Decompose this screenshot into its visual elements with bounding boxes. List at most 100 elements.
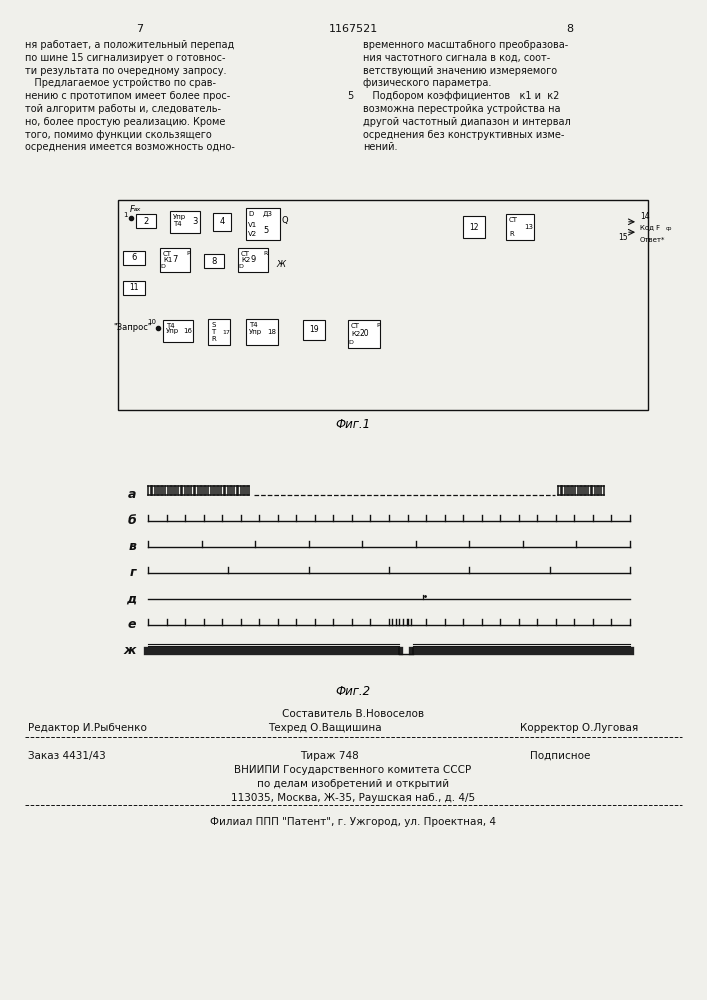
Text: СТ: СТ bbox=[351, 323, 360, 329]
Text: ветствующий значению измеряемого: ветствующий значению измеряемого bbox=[363, 66, 557, 76]
Text: 1: 1 bbox=[124, 212, 128, 218]
Bar bbox=[303, 320, 325, 340]
Text: 16: 16 bbox=[184, 328, 192, 334]
Text: другой частотный диапазон и интервал: другой частотный диапазон и интервал bbox=[363, 117, 571, 127]
Text: 2: 2 bbox=[144, 217, 148, 226]
Text: Д3: Д3 bbox=[263, 211, 273, 217]
Bar bbox=[136, 214, 156, 228]
Text: 15: 15 bbox=[618, 233, 628, 242]
Text: К2: К2 bbox=[351, 331, 361, 337]
Text: Код F: Код F bbox=[640, 224, 660, 230]
Text: СТ: СТ bbox=[509, 217, 518, 223]
Bar bbox=[118, 200, 648, 410]
Text: 5: 5 bbox=[347, 91, 353, 101]
Text: Предлагаемое устройство по срав-: Предлагаемое устройство по срав- bbox=[25, 78, 216, 88]
Text: 5: 5 bbox=[264, 226, 269, 235]
Text: Фиг.2: Фиг.2 bbox=[335, 685, 370, 698]
Text: 13: 13 bbox=[525, 224, 534, 230]
Text: Упр: Упр bbox=[173, 214, 186, 220]
Text: Т4: Т4 bbox=[166, 323, 175, 329]
Text: V2: V2 bbox=[248, 231, 257, 237]
Text: Корректор О.Луговая: Корректор О.Луговая bbox=[520, 723, 638, 733]
Text: R: R bbox=[264, 251, 268, 256]
Text: 3: 3 bbox=[192, 218, 198, 227]
Text: в: в bbox=[128, 540, 136, 554]
Bar bbox=[123, 281, 145, 295]
Bar bbox=[213, 213, 231, 231]
Bar bbox=[123, 251, 145, 265]
Text: Т4: Т4 bbox=[173, 221, 182, 227]
Text: ВНИИПИ Государственного комитета СССР: ВНИИПИ Государственного комитета СССР bbox=[235, 765, 472, 775]
Text: S: S bbox=[211, 322, 216, 328]
Text: д: д bbox=[126, 592, 136, 605]
Text: Q: Q bbox=[282, 216, 288, 225]
Text: Тираж 748: Тираж 748 bbox=[300, 751, 358, 761]
Text: Заказ 4431/43: Заказ 4431/43 bbox=[28, 751, 106, 761]
Text: осреднения имеется возможность одно-: осреднения имеется возможность одно- bbox=[25, 142, 235, 152]
Text: Составитель В.Новоселов: Составитель В.Новоселов bbox=[282, 709, 424, 719]
Text: 113035, Москва, Ж-35, Раушская наб., д. 4/5: 113035, Москва, Ж-35, Раушская наб., д. … bbox=[231, 793, 475, 803]
Text: нений.: нений. bbox=[363, 142, 397, 152]
Text: D: D bbox=[238, 264, 243, 269]
Text: нению с прототипом имеет более прос-: нению с прототипом имеет более прос- bbox=[25, 91, 230, 101]
Text: R: R bbox=[211, 336, 216, 342]
Text: ж: ж bbox=[124, 645, 136, 658]
Bar bbox=[204, 254, 224, 268]
Text: б: б bbox=[127, 514, 136, 528]
Text: временного масштабного преобразова-: временного масштабного преобразова- bbox=[363, 40, 568, 50]
Bar bbox=[348, 320, 380, 348]
Bar bbox=[163, 320, 193, 342]
Bar bbox=[170, 211, 200, 233]
Text: е: е bbox=[127, 618, 136, 632]
Bar bbox=[160, 248, 190, 272]
Text: Техред О.Ващишина: Техред О.Ващишина bbox=[268, 723, 382, 733]
Text: ср: ср bbox=[666, 226, 672, 231]
Text: 6: 6 bbox=[132, 253, 136, 262]
Text: 11: 11 bbox=[129, 284, 139, 292]
Text: СТ: СТ bbox=[241, 251, 250, 257]
Bar bbox=[208, 319, 230, 345]
Text: P: P bbox=[376, 323, 380, 328]
Text: но, более простую реализацию. Кроме: но, более простую реализацию. Кроме bbox=[25, 117, 226, 127]
Text: Фиг.1: Фиг.1 bbox=[335, 418, 370, 431]
Text: ня работает, а положительный перепад: ня работает, а положительный перепад bbox=[25, 40, 234, 50]
Text: 7: 7 bbox=[136, 24, 144, 34]
Text: физического параметра.: физического параметра. bbox=[363, 78, 491, 88]
Text: D: D bbox=[248, 211, 253, 217]
Text: 1167521: 1167521 bbox=[328, 24, 378, 34]
Bar bbox=[506, 214, 534, 240]
Text: ния частотного сигнала в код, соот-: ния частотного сигнала в код, соот- bbox=[363, 53, 550, 63]
Text: 9: 9 bbox=[250, 255, 256, 264]
Text: 8: 8 bbox=[566, 24, 573, 34]
Text: 19: 19 bbox=[309, 326, 319, 334]
Text: Подбором коэффициентов   к1 и  к2: Подбором коэффициентов к1 и к2 bbox=[363, 91, 559, 101]
Text: г: г bbox=[129, 566, 136, 580]
Text: 10: 10 bbox=[147, 319, 156, 325]
Text: К1: К1 bbox=[163, 257, 173, 263]
Text: R: R bbox=[509, 231, 514, 237]
Text: V1: V1 bbox=[248, 222, 257, 228]
Text: 7: 7 bbox=[173, 255, 177, 264]
Text: К2: К2 bbox=[241, 257, 250, 263]
Text: "Запрос": "Запрос" bbox=[113, 324, 151, 332]
Text: Редактор И.Рыбченко: Редактор И.Рыбченко bbox=[28, 723, 147, 733]
Text: 12: 12 bbox=[469, 223, 479, 232]
Text: F: F bbox=[130, 205, 135, 214]
Bar bbox=[463, 216, 485, 238]
Text: Упр: Упр bbox=[249, 329, 262, 335]
Text: 17: 17 bbox=[222, 330, 230, 334]
Bar bbox=[246, 208, 280, 240]
Text: по делам изобретений и открытий: по делам изобретений и открытий bbox=[257, 779, 449, 789]
Text: 20: 20 bbox=[359, 330, 369, 338]
Text: Подписное: Подписное bbox=[530, 751, 590, 761]
Text: Упр: Упр bbox=[166, 328, 179, 334]
Text: 8: 8 bbox=[211, 256, 216, 265]
Bar bbox=[238, 248, 268, 272]
Bar bbox=[246, 319, 278, 345]
Text: ти результата по очередному запросу.: ти результата по очередному запросу. bbox=[25, 66, 226, 76]
Text: а: а bbox=[128, 488, 136, 502]
Text: D: D bbox=[160, 264, 165, 269]
Text: T: T bbox=[211, 329, 215, 335]
Text: Ж: Ж bbox=[276, 260, 285, 269]
Text: СТ: СТ bbox=[163, 251, 172, 257]
